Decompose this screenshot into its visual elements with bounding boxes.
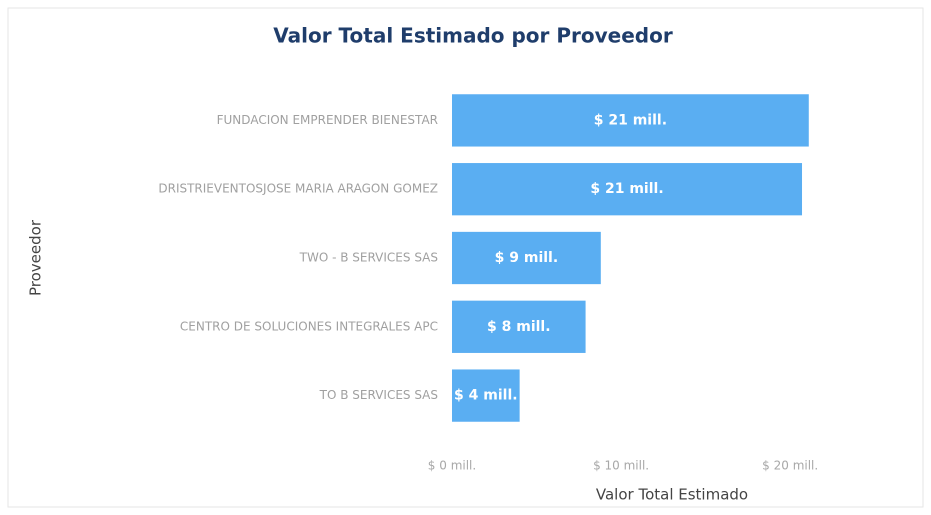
y-axis-title: Proveedor [27, 219, 45, 296]
x-axis-title: Valor Total Estimado [596, 486, 748, 504]
y-tick-label: DRISTRIEVENTOSJOSE MARIA ARAGON GOMEZ [158, 182, 438, 196]
x-tick-label: $ 0 mill. [428, 459, 476, 473]
y-tick-label: CENTRO DE SOLUCIONES INTEGRALES APC [180, 319, 438, 333]
bar [452, 369, 520, 422]
bar [452, 231, 601, 285]
bar [452, 94, 809, 147]
y-tick-label: TWO - B SERVICES SAS [299, 251, 438, 265]
x-tick-label: $ 10 mill. [593, 459, 649, 473]
data-label: $ 21 mill. [590, 181, 663, 197]
data-label: $ 9 mill. [495, 250, 559, 266]
data-label: $ 4 mill. [454, 388, 518, 404]
y-tick-label: FUNDACION EMPRENDER BIENESTAR [217, 113, 438, 127]
data-label: $ 8 mill. [487, 319, 551, 335]
chart-title: Valor Total Estimado por Proveedor [273, 24, 673, 48]
bar [452, 300, 586, 353]
bar [452, 163, 803, 216]
y-tick-label: TO B SERVICES SAS [319, 388, 438, 402]
data-label: $ 21 mill. [594, 112, 667, 128]
x-tick-label: $ 20 mill. [762, 459, 818, 473]
